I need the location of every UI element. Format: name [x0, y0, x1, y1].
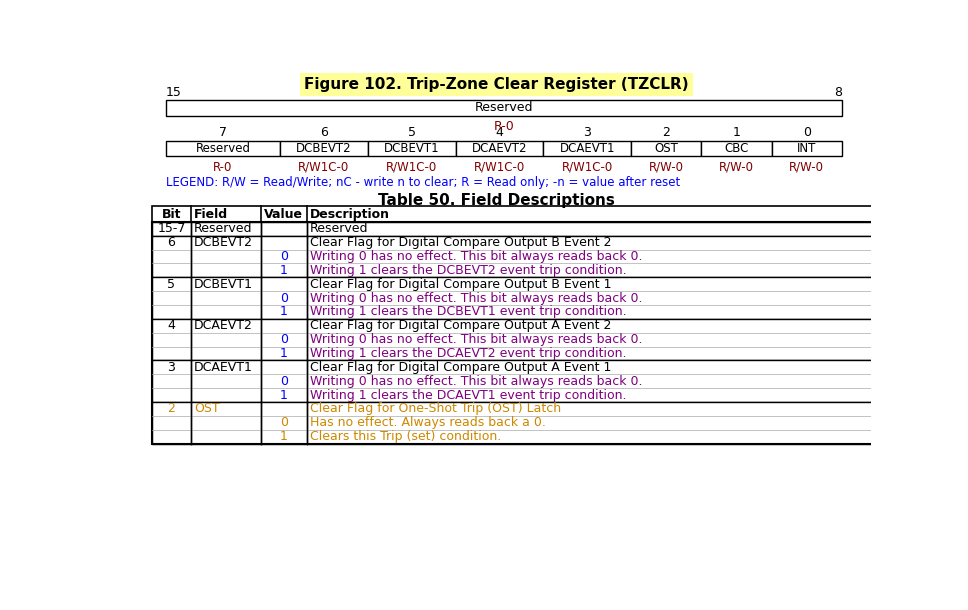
Bar [152, 319, 881, 361]
Bar [166, 141, 280, 156]
Text: 0: 0 [802, 126, 810, 140]
Text: R/W-0: R/W-0 [789, 161, 824, 174]
Text: 15: 15 [166, 87, 182, 99]
Text: Figure 102. Trip-Zone Clear Register (TZCLR): Figure 102. Trip-Zone Clear Register (TZ… [304, 77, 688, 92]
Text: Reserved: Reserved [474, 101, 533, 114]
Text: R/W1C-0: R/W1C-0 [474, 161, 525, 174]
Text: 1: 1 [280, 389, 287, 401]
Text: R/W-0: R/W-0 [719, 161, 754, 174]
Bar [771, 141, 842, 156]
Text: Clear Flag for One-Shot Trip (OST) Latch: Clear Flag for One-Shot Trip (OST) Latch [310, 403, 561, 415]
Text: 4: 4 [496, 126, 503, 140]
Text: Writing 0 has no effect. This bit always reads back 0.: Writing 0 has no effect. This bit always… [310, 292, 643, 304]
Bar [152, 222, 881, 235]
Text: 15-7: 15-7 [157, 222, 186, 235]
Text: DCAEVT2: DCAEVT2 [471, 142, 528, 155]
Bar [280, 141, 368, 156]
Text: 0: 0 [280, 250, 287, 263]
Text: Clear Flag for Digital Compare Output B Event 1: Clear Flag for Digital Compare Output B … [310, 278, 612, 291]
Text: Table 50. Field Descriptions: Table 50. Field Descriptions [378, 193, 615, 207]
Text: R/W-0: R/W-0 [649, 161, 683, 174]
Text: Writing 0 has no effect. This bit always reads back 0.: Writing 0 has no effect. This bit always… [310, 375, 643, 388]
Text: Description: Description [310, 207, 390, 221]
Text: Writing 1 clears the DCBEVT1 event trip condition.: Writing 1 clears the DCBEVT1 event trip … [310, 306, 626, 318]
Text: CBC: CBC [724, 142, 748, 155]
Text: 8: 8 [833, 87, 842, 99]
Text: Has no effect. Always reads back a 0.: Has no effect. Always reads back a 0. [310, 416, 546, 429]
Text: Clear Flag for Digital Compare Output A Event 1: Clear Flag for Digital Compare Output A … [310, 361, 612, 374]
Bar [152, 278, 881, 319]
Text: DCAEVT1: DCAEVT1 [194, 361, 253, 374]
Text: 6: 6 [320, 126, 328, 140]
Bar [152, 402, 881, 443]
Text: Clear Flag for Digital Compare Output A Event 2: Clear Flag for Digital Compare Output A … [310, 319, 612, 332]
Text: 6: 6 [167, 236, 175, 249]
Text: 0: 0 [280, 292, 287, 304]
Bar [166, 100, 842, 115]
Text: OST: OST [654, 142, 679, 155]
Bar [152, 361, 881, 402]
Text: 7: 7 [219, 126, 227, 140]
Text: 2: 2 [167, 403, 175, 415]
Text: Writing 0 has no effect. This bit always reads back 0.: Writing 0 has no effect. This bit always… [310, 333, 643, 346]
Text: Clear Flag for Digital Compare Output B Event 2: Clear Flag for Digital Compare Output B … [310, 236, 612, 249]
Text: R/W1C-0: R/W1C-0 [298, 161, 349, 174]
Text: 1: 1 [733, 126, 741, 140]
Text: 5: 5 [167, 278, 175, 291]
Text: Writing 1 clears the DCBEVT2 event trip condition.: Writing 1 clears the DCBEVT2 event trip … [310, 264, 626, 277]
Text: 1: 1 [280, 306, 287, 318]
Text: Writing 1 clears the DCAEVT1 event trip condition.: Writing 1 clears the DCAEVT1 event trip … [310, 389, 626, 401]
Text: OST: OST [194, 403, 220, 415]
Bar [368, 141, 456, 156]
Text: R-0: R-0 [213, 161, 232, 174]
Text: INT: INT [797, 142, 816, 155]
Text: DCAEVT1: DCAEVT1 [560, 142, 615, 155]
Text: 3: 3 [167, 361, 175, 374]
Text: Reserved: Reserved [196, 142, 251, 155]
Text: DCBEVT1: DCBEVT1 [194, 278, 253, 291]
Text: 0: 0 [280, 333, 287, 346]
Text: DCAEVT2: DCAEVT2 [194, 319, 253, 332]
Text: DCBEVT2: DCBEVT2 [296, 142, 351, 155]
Text: LEGEND: R/W = Read/Write; nC - write n to clear; R = Read only; -n = value after: LEGEND: R/W = Read/Write; nC - write n t… [166, 176, 681, 189]
Text: DCBEVT1: DCBEVT1 [384, 142, 439, 155]
Text: 3: 3 [584, 126, 591, 140]
Bar [152, 235, 881, 278]
Text: R/W1C-0: R/W1C-0 [561, 161, 613, 174]
Text: Clears this Trip (set) condition.: Clears this Trip (set) condition. [310, 430, 501, 443]
Bar [152, 206, 881, 222]
Text: 1: 1 [280, 347, 287, 360]
Text: Reserved: Reserved [194, 222, 253, 235]
Text: 4: 4 [167, 319, 175, 332]
Bar [456, 141, 543, 156]
Text: Writing 0 has no effect. This bit always reads back 0.: Writing 0 has no effect. This bit always… [310, 250, 643, 263]
Bar [631, 141, 702, 156]
Text: 1: 1 [280, 430, 287, 443]
Text: DCBEVT2: DCBEVT2 [194, 236, 253, 249]
Text: Reserved: Reserved [310, 222, 369, 235]
Text: 0: 0 [280, 375, 287, 388]
Bar [543, 141, 631, 156]
Text: R-0: R-0 [494, 120, 514, 133]
Text: Field: Field [194, 207, 228, 221]
Text: R/W1C-0: R/W1C-0 [386, 161, 438, 174]
Text: Bit: Bit [162, 207, 181, 221]
Text: 2: 2 [662, 126, 670, 140]
Text: 5: 5 [408, 126, 415, 140]
Bar [152, 222, 881, 443]
Text: 1: 1 [280, 264, 287, 277]
Text: Value: Value [264, 207, 303, 221]
Bar [702, 141, 771, 156]
Text: 0: 0 [280, 416, 287, 429]
Text: Writing 1 clears the DCAEVT2 event trip condition.: Writing 1 clears the DCAEVT2 event trip … [310, 347, 626, 360]
